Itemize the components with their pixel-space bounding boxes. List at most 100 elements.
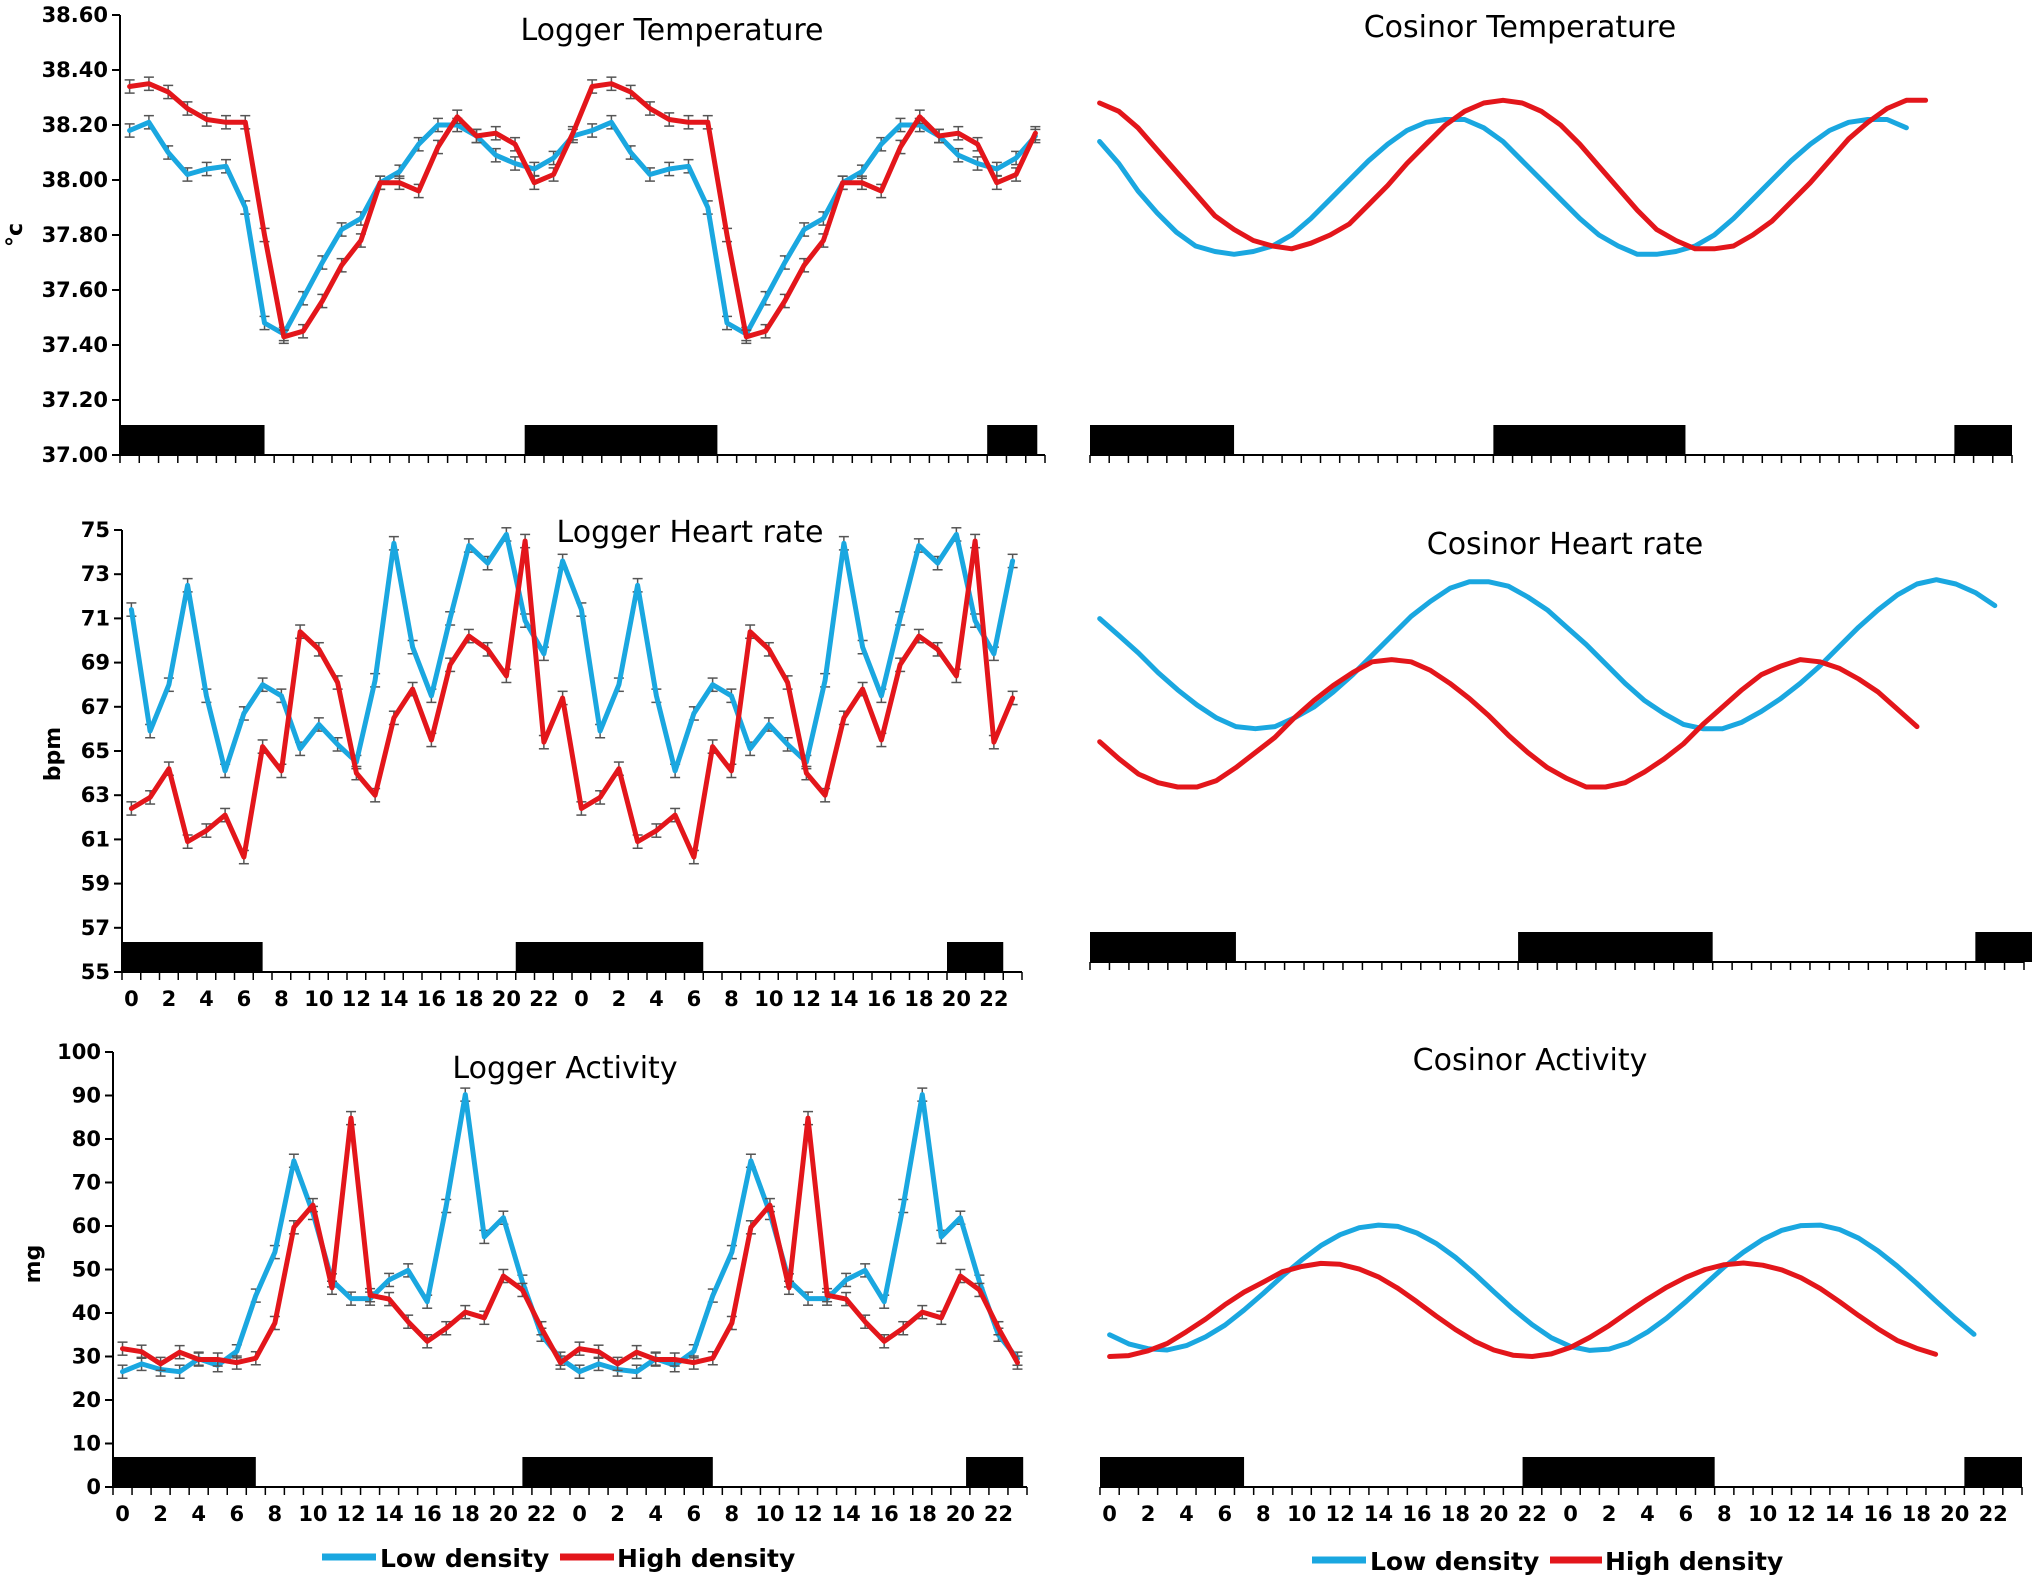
logger-act-x-tick-label: 10 bbox=[298, 1502, 327, 1526]
logger-act-y-tick-label: 10 bbox=[72, 1432, 101, 1456]
logger-hr-x-tick-label: 18 bbox=[454, 987, 483, 1011]
logger-hr-y-tick-label: 55 bbox=[81, 960, 110, 984]
logger-temp-dark-period-0 bbox=[120, 425, 265, 455]
cosinor-act-line-low bbox=[1107, 1222, 1977, 1353]
cosinor-act-title: Cosinor Activity bbox=[1413, 1043, 1648, 1078]
logger-act-dark-period-2 bbox=[966, 1457, 1024, 1487]
logger-temp-y-tick-label: 38.20 bbox=[42, 113, 108, 137]
logger-act-y-tick-label: 60 bbox=[72, 1214, 101, 1238]
cosinor-act-dark-period-2 bbox=[1964, 1457, 2022, 1487]
logger-act-y-tick-label: 90 bbox=[72, 1084, 101, 1108]
logger-act-x-tick-label: 14 bbox=[831, 1502, 860, 1526]
cosinor-temp-line-low bbox=[1097, 117, 1909, 257]
cosinor-hr-series-low bbox=[1097, 577, 1998, 732]
logger-act-x-tick-label: 22 bbox=[984, 1502, 1013, 1526]
logger-temp-line-high bbox=[127, 81, 1038, 340]
logger-hr-x-tick-label: 10 bbox=[304, 987, 333, 1011]
cosinor-act-x-tick-label: 14 bbox=[1825, 1502, 1854, 1526]
logger-hr-x-tick-label: 22 bbox=[529, 987, 558, 1011]
logger-act-x-tick-label: 2 bbox=[610, 1502, 625, 1526]
logger-act-x-tick-label: 18 bbox=[908, 1502, 937, 1526]
logger-hr-y-tick-label: 57 bbox=[81, 916, 110, 940]
logger-hr-x-tick-label: 22 bbox=[979, 987, 1008, 1011]
cosinor-temp-panel bbox=[1089, 97, 2013, 463]
cosinor-act-x-tick-label: 8 bbox=[1717, 1502, 1732, 1526]
logger-hr-x-tick-label: 18 bbox=[904, 987, 933, 1011]
logger-act-x-tick-label: 6 bbox=[686, 1502, 701, 1526]
cosinor-act-x-tick-label: 10 bbox=[1748, 1502, 1777, 1526]
logger-hr-x-tick-label: 0 bbox=[574, 987, 589, 1011]
logger-hr-dark-period-0 bbox=[122, 942, 263, 972]
logger-hr-x-tick-label: 8 bbox=[274, 987, 289, 1011]
logger-act-dark-period-1 bbox=[522, 1457, 713, 1487]
logger-hr-series-low bbox=[126, 527, 1018, 779]
cosinor-act-x-tick-label: 6 bbox=[1679, 1502, 1694, 1526]
logger-act-y-tick-label: 70 bbox=[72, 1171, 101, 1195]
cosinor-act-x-tick-label: 18 bbox=[1441, 1502, 1470, 1526]
logger-hr-x-tick-label: 20 bbox=[492, 987, 521, 1011]
logger-hr-ylabel: bpm bbox=[41, 727, 66, 781]
cosinor-act-dark-period-0 bbox=[1100, 1457, 1245, 1487]
legend-high-label-left: High density bbox=[617, 1544, 795, 1573]
legend-low-label-left: Low density bbox=[380, 1544, 549, 1573]
logger-act-x-tick-label: 22 bbox=[527, 1502, 556, 1526]
logger-hr-dark-period-2 bbox=[947, 942, 1004, 972]
cosinor-act-x-tick-label: 4 bbox=[1179, 1502, 1194, 1526]
logger-hr-y-tick-label: 71 bbox=[81, 606, 110, 630]
logger-temp-panel: 37.00 37.20 37.40 37.60 37.80 38.00 38.20 38.40… bbox=[42, 3, 1046, 467]
legend-low-label-right: Low density bbox=[1370, 1547, 1539, 1576]
logger-act-dark-period-0 bbox=[113, 1457, 256, 1487]
logger-temp-y-tick-label: 37.40 bbox=[42, 333, 108, 357]
legend-high-label-right: High density bbox=[1605, 1547, 1783, 1576]
cosinor-act-x-tick-label: 12 bbox=[1786, 1502, 1815, 1526]
logger-temp-ylabel: °c bbox=[3, 223, 28, 247]
cosinor-act-x-tick-label: 20 bbox=[1479, 1502, 1508, 1526]
cosinor-temp-dark-period-1 bbox=[1493, 425, 1686, 455]
logger-temp-y-tick-label: 38.40 bbox=[42, 58, 108, 82]
logger-temp-title: Logger Temperature bbox=[521, 13, 824, 48]
logger-hr-y-tick-label: 73 bbox=[81, 562, 110, 586]
logger-temp-y-tick-label: 37.00 bbox=[42, 443, 108, 467]
legend-right: Low density High density bbox=[1312, 1547, 1783, 1576]
cosinor-act-x-tick-label: 2 bbox=[1602, 1502, 1617, 1526]
cosinor-hr-panel bbox=[1089, 577, 2032, 970]
logger-act-x-tick-label: 12 bbox=[336, 1502, 365, 1526]
cosinor-hr-line-low bbox=[1097, 577, 1998, 732]
logger-act-y-tick-label: 100 bbox=[57, 1040, 101, 1064]
logger-hr-y-tick-label: 63 bbox=[81, 783, 110, 807]
logger-act-y-tick-label: 40 bbox=[72, 1301, 101, 1325]
logger-hr-series-high bbox=[126, 533, 1018, 865]
logger-hr-y-tick-label: 59 bbox=[81, 872, 110, 896]
logger-hr-x-tick-label: 4 bbox=[199, 987, 214, 1011]
logger-act-x-tick-label: 4 bbox=[191, 1502, 206, 1526]
logger-hr-title: Logger Heart rate bbox=[557, 515, 824, 550]
logger-act-x-tick-label: 8 bbox=[725, 1502, 740, 1526]
logger-act-x-tick-label: 0 bbox=[572, 1502, 587, 1526]
cosinor-act-x-tick-label: 22 bbox=[1518, 1502, 1547, 1526]
logger-act-x-tick-label: 2 bbox=[153, 1502, 168, 1526]
logger-act-x-tick-label: 20 bbox=[946, 1502, 975, 1526]
cosinor-hr-dark-period-0 bbox=[1090, 932, 1236, 962]
logger-act-x-tick-label: 12 bbox=[793, 1502, 822, 1526]
logger-act-ylabel: mg bbox=[21, 1245, 46, 1284]
logger-hr-x-tick-label: 14 bbox=[829, 987, 858, 1011]
logger-act-y-tick-label: 30 bbox=[72, 1345, 101, 1369]
logger-act-y-tick-label: 80 bbox=[72, 1127, 101, 1151]
cosinor-temp-line-high bbox=[1097, 97, 1929, 252]
cosinor-temp-series-high bbox=[1097, 97, 1929, 252]
logger-act-x-tick-label: 14 bbox=[374, 1502, 403, 1526]
cosinor-act-x-tick-label: 20 bbox=[1940, 1502, 1969, 1526]
logger-hr-x-tick-label: 4 bbox=[649, 987, 664, 1011]
cosinor-act-series-low bbox=[1107, 1222, 1977, 1353]
logger-act-x-tick-label: 0 bbox=[115, 1502, 130, 1526]
logger-hr-y-tick-label: 67 bbox=[81, 695, 110, 719]
logger-temp-series-high bbox=[124, 76, 1041, 345]
logger-act-x-tick-label: 8 bbox=[268, 1502, 283, 1526]
logger-hr-y-tick-label: 75 bbox=[81, 518, 110, 542]
logger-hr-dark-period-1 bbox=[515, 942, 704, 972]
logger-hr-x-tick-label: 2 bbox=[612, 987, 627, 1011]
logger-hr-x-tick-label: 2 bbox=[162, 987, 177, 1011]
logger-act-title: Logger Activity bbox=[452, 1051, 677, 1086]
